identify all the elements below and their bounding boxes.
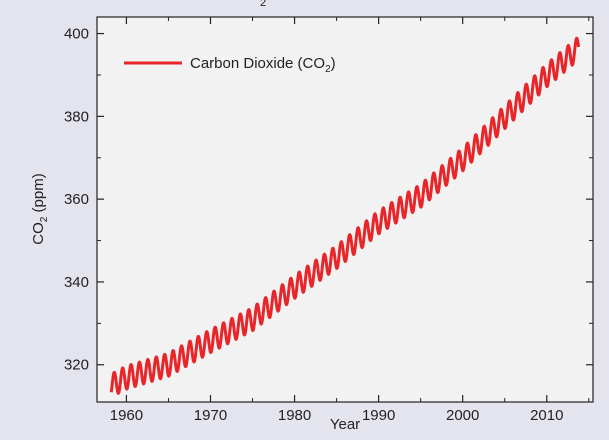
y-axis-title-main: CO — [30, 222, 47, 245]
x-tick-label-1990: 1990 — [362, 407, 395, 424]
legend-label-end: ) — [331, 55, 336, 72]
x-tick-label-1960: 1960 — [110, 407, 143, 424]
legend-label-subscript: 2 — [325, 64, 331, 75]
co2-series-line — [109, 36, 581, 395]
y-axis-title: CO2 (ppm) — [30, 173, 50, 244]
x-tick-label-1980: 1980 — [278, 407, 311, 424]
top-fragment-text: 2 — [260, 0, 266, 9]
x-tick-label-1970: 1970 — [194, 407, 227, 424]
y-tick-label-320: 320 — [64, 357, 89, 374]
legend-label-main: Carbon Dioxide (CO — [190, 55, 325, 72]
y-tick-label-340: 340 — [64, 274, 89, 291]
y-axis-title-subscript: 2 — [39, 216, 50, 222]
tick-labels-group: 1960 1970 1980 1990 2000 2010 320 340 360 380 400 — [64, 26, 563, 424]
x-axis-title: Year — [330, 416, 360, 433]
y-tick-label-380: 380 — [64, 108, 89, 125]
x-tick-label-2010: 2010 — [530, 407, 563, 424]
y-axis-title-unit: (ppm) — [30, 173, 47, 216]
axis-ticks-group — [97, 17, 593, 402]
legend: Carbon Dioxide (CO2) — [124, 55, 336, 75]
plot-area — [96, 16, 594, 403]
x-tick-label-2000: 2000 — [446, 407, 479, 424]
legend-label: Carbon Dioxide (CO2) — [190, 55, 336, 75]
plot-frame-group — [96, 16, 594, 403]
y-tick-label-360: 360 — [64, 191, 89, 208]
y-tick-label-400: 400 — [64, 26, 89, 43]
